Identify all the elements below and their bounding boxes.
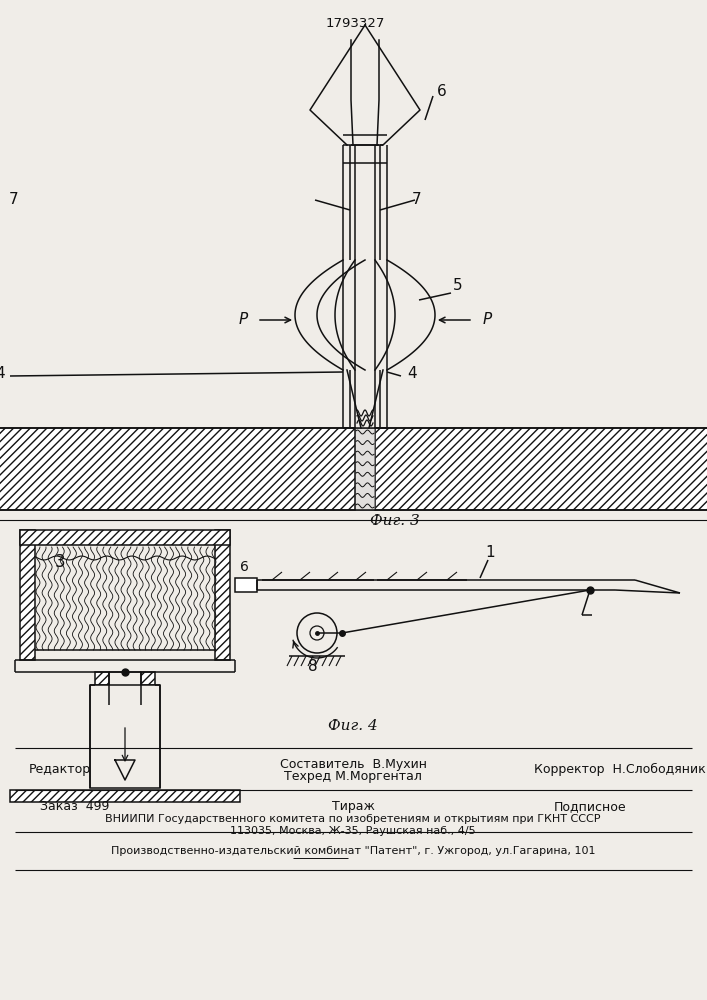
Text: ВНИИПИ Государственного комитета по изобретениям и открытиям при ГКНТ СССР: ВНИИПИ Государственного комитета по изоб… [105,814,601,824]
Bar [20,530,35,660]
Text: P: P [238,312,247,328]
Text: 7: 7 [412,192,422,208]
Bar [235,578,257,592]
Text: 3: 3 [55,553,66,571]
Text: 7: 7 [9,192,19,208]
Text: 113035, Москва, Ж-35, Раушская наб., 4/5: 113035, Москва, Ж-35, Раушская наб., 4/5 [230,826,476,836]
Bar [215,530,230,660]
Bar [141,672,155,685]
Text: P: P [482,312,491,328]
Text: 1793327: 1793327 [325,17,385,30]
Text: 6: 6 [240,560,248,574]
Text: 5: 5 [453,278,462,293]
Bar [375,428,707,510]
Text: Составитель  В.Мухин: Составитель В.Мухин [279,758,426,771]
Bar [10,790,240,802]
Bar [20,530,230,545]
Text: Подписное: Подписное [554,800,626,813]
Text: Техред М.Моргентал: Техред М.Моргентал [284,770,422,783]
Text: Производственно-издательский комбинат "Патент", г. Ужгород, ул.Гагарина, 101: Производственно-издательский комбинат "П… [111,846,595,856]
Text: 6: 6 [437,85,447,100]
Text: Фиг. 3: Фиг. 3 [370,514,420,528]
Bar [355,428,375,510]
Bar [95,672,109,685]
Text: 4: 4 [0,366,5,381]
Bar [90,685,160,788]
Text: Фиг. 4: Фиг. 4 [328,719,378,733]
Text: 8: 8 [308,659,318,674]
Text: 1: 1 [485,545,495,560]
Text: Корректор  Н.Слободяник: Корректор Н.Слободяник [534,762,706,776]
Bar [115,710,135,760]
Bar [0,428,355,510]
Text: Заказ  499: Заказ 499 [40,800,110,813]
Text: Редактор: Редактор [29,762,91,776]
Text: 4: 4 [407,366,417,381]
Text: Тираж: Тираж [332,800,375,813]
